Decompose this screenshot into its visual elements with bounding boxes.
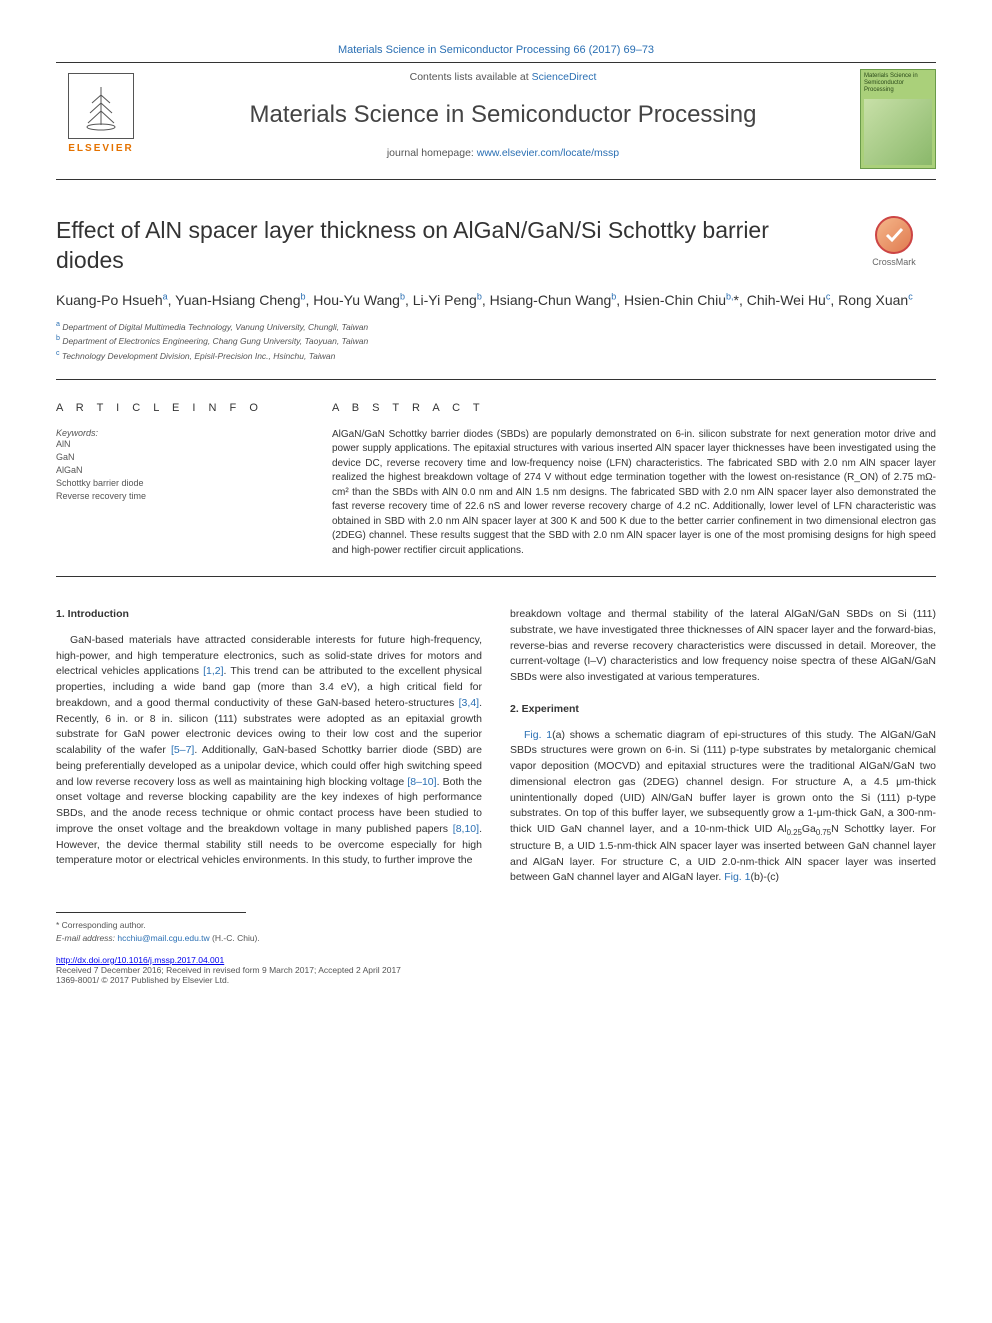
abstract-label: A B S T R A C T xyxy=(332,402,936,414)
email-link[interactable]: hcchiu@mail.cgu.edu.tw xyxy=(117,933,209,943)
article-info: A R T I C L E I N F O Keywords: AlN GaN … xyxy=(56,402,332,559)
affiliation-b: b Department of Electronics Engineering,… xyxy=(56,333,936,348)
fig-link[interactable]: Fig. 1 xyxy=(724,871,750,883)
keyword-item: AlN xyxy=(56,438,306,451)
journal-name: Materials Science in Semiconductor Proce… xyxy=(146,101,860,129)
keywords-list: AlN GaN AlGaN Schottky barrier diode Rev… xyxy=(56,438,306,503)
intro-paragraph: GaN-based materials have attracted consi… xyxy=(56,633,482,869)
keyword-item: GaN xyxy=(56,451,306,464)
journal-header: ELSEVIER Contents lists available at Sci… xyxy=(56,62,936,180)
homepage-text: journal homepage: xyxy=(387,147,477,159)
dates-line: Received 7 December 2016; Received in re… xyxy=(56,965,936,975)
publisher-logo-block: ELSEVIER xyxy=(56,69,146,154)
homepage-link[interactable]: www.elsevier.com/locate/mssp xyxy=(477,147,619,159)
publisher-name: ELSEVIER xyxy=(68,143,133,154)
section-heading-1: 1. Introduction xyxy=(56,607,482,623)
ref-link[interactable]: [1,2] xyxy=(203,665,223,677)
corresponding-author: * Corresponding author. xyxy=(56,919,936,932)
sciencedirect-link[interactable]: ScienceDirect xyxy=(532,71,597,83)
keywords-label: Keywords: xyxy=(56,428,306,438)
affiliations: a Department of Digital Multimedia Techn… xyxy=(56,319,936,363)
intro-continuation: breakdown voltage and thermal stability … xyxy=(510,607,936,686)
section-heading-2: 2. Experiment xyxy=(510,702,936,718)
affiliation-a: a Department of Digital Multimedia Techn… xyxy=(56,319,936,334)
doi-link[interactable]: http://dx.doi.org/10.1016/j.mssp.2017.04… xyxy=(56,955,224,965)
abstract-text: AlGaN/GaN Schottky barrier diodes (SBDs)… xyxy=(332,428,936,559)
cover-title: Materials Science in Semiconductor Proce… xyxy=(864,73,932,95)
article-info-label: A R T I C L E I N F O xyxy=(56,402,306,414)
elsevier-tree-icon xyxy=(68,73,134,139)
keyword-item: AlGaN xyxy=(56,464,306,477)
ref-link[interactable]: [8,10] xyxy=(453,823,479,835)
homepage-line: journal homepage: www.elsevier.com/locat… xyxy=(146,147,860,159)
paper-title: Effect of AlN spacer layer thickness on … xyxy=(56,216,836,276)
ref-link[interactable]: [5–7] xyxy=(171,744,194,756)
journal-cover-icon: Materials Science in Semiconductor Proce… xyxy=(860,69,936,169)
affiliation-c: c Technology Development Division, Episi… xyxy=(56,348,936,363)
body-col-left: 1. Introduction GaN-based materials have… xyxy=(56,607,482,886)
header-citation: Materials Science in Semiconductor Proce… xyxy=(56,44,936,56)
cover-graphic-icon xyxy=(864,99,932,165)
contents-text: Contents lists available at xyxy=(410,71,532,83)
abstract-block: A B S T R A C T AlGaN/GaN Schottky barri… xyxy=(332,402,936,559)
author-list: Kuang-Po Hsueha, Yuan-Hsiang Chengb, Hou… xyxy=(56,290,936,311)
email-line: E-mail address: hcchiu@mail.cgu.edu.tw (… xyxy=(56,932,936,945)
crossmark-icon xyxy=(875,216,913,254)
keyword-item: Schottky barrier diode xyxy=(56,477,306,490)
body-col-right: breakdown voltage and thermal stability … xyxy=(510,607,936,886)
contents-line: Contents lists available at ScienceDirec… xyxy=(146,71,860,83)
footer-separator xyxy=(56,912,246,913)
experiment-paragraph: Fig. 1(a) shows a schematic diagram of e… xyxy=(510,728,936,887)
keyword-item: Reverse recovery time xyxy=(56,490,306,503)
crossmark-label: CrossMark xyxy=(872,257,916,267)
fig-link[interactable]: Fig. 1 xyxy=(524,729,552,741)
ref-link[interactable]: [3,4] xyxy=(459,697,479,709)
copyright-line: 1369-8001/ © 2017 Published by Elsevier … xyxy=(56,975,936,985)
ref-link[interactable]: [8–10] xyxy=(407,776,436,788)
crossmark-badge[interactable]: CrossMark xyxy=(836,216,936,276)
